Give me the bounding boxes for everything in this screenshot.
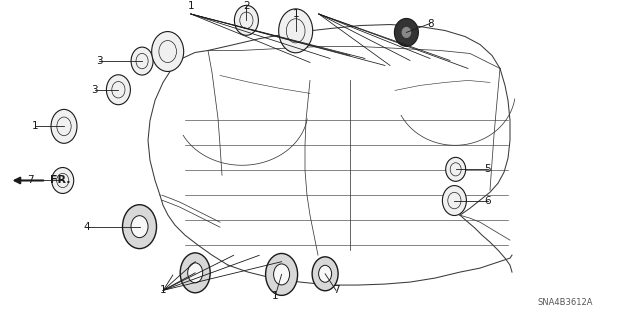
Ellipse shape <box>234 5 259 35</box>
Text: 2: 2 <box>243 1 250 11</box>
Text: 3: 3 <box>96 56 102 66</box>
Text: 1: 1 <box>160 285 166 295</box>
Ellipse shape <box>278 9 313 53</box>
Text: 1: 1 <box>292 9 299 19</box>
Ellipse shape <box>52 167 74 193</box>
Text: 3: 3 <box>92 85 98 95</box>
Ellipse shape <box>188 263 203 283</box>
Text: SNA4B3612A: SNA4B3612A <box>538 298 593 307</box>
Ellipse shape <box>442 186 467 216</box>
Text: 7: 7 <box>28 175 34 185</box>
Text: 1: 1 <box>188 1 194 11</box>
Text: 1: 1 <box>272 291 278 301</box>
Ellipse shape <box>402 27 412 38</box>
Ellipse shape <box>131 47 153 75</box>
Ellipse shape <box>274 264 290 285</box>
Ellipse shape <box>266 254 298 295</box>
Ellipse shape <box>122 205 157 249</box>
Ellipse shape <box>131 216 148 238</box>
Ellipse shape <box>152 32 184 71</box>
Ellipse shape <box>106 75 131 105</box>
Ellipse shape <box>394 19 419 46</box>
Ellipse shape <box>319 265 332 282</box>
Text: 7: 7 <box>333 285 339 295</box>
Text: 6: 6 <box>484 196 491 205</box>
Ellipse shape <box>445 157 466 181</box>
Text: 1: 1 <box>32 121 38 131</box>
Text: FR.: FR. <box>50 175 70 185</box>
Text: 8: 8 <box>427 19 433 28</box>
Text: 4: 4 <box>83 222 90 232</box>
Ellipse shape <box>51 109 77 143</box>
Ellipse shape <box>312 257 338 291</box>
Text: 5: 5 <box>484 164 491 174</box>
Ellipse shape <box>180 253 210 293</box>
